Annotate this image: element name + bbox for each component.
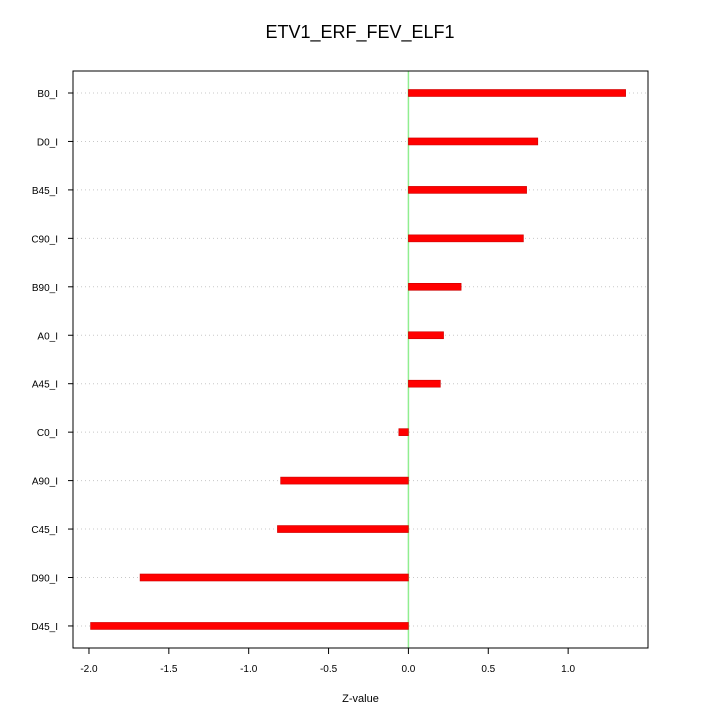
y-tick-label: C0_I [37, 428, 58, 439]
y-tick-label: B90_I [32, 283, 58, 294]
bar [90, 622, 409, 630]
bar [408, 234, 524, 243]
x-axis-ticks: -2.0 -1.5 -1.0 -0.5 0.0 0.5 1.0 [80, 648, 576, 675]
bar [408, 89, 626, 97]
x-tick-label: -1.5 [160, 664, 178, 675]
chart-title: ETV1_ERF_FEV_ELF1 [265, 22, 455, 42]
bar [408, 186, 527, 194]
y-tick-label: A45_I [32, 380, 58, 391]
y-tick-label: A0_I [37, 331, 58, 342]
x-axis-label: Z-value [342, 693, 379, 705]
x-tick-label: 0.0 [401, 664, 415, 675]
y-tick-label: D0_I [37, 137, 58, 148]
plot-frame [72, 70, 649, 649]
x-tick-label: -1.0 [240, 664, 258, 675]
y-tick-label: D45_I [31, 622, 58, 633]
y-tick-label: C45_I [31, 525, 58, 536]
bar [139, 573, 409, 582]
bar [408, 331, 444, 340]
x-tick-label: -2.0 [80, 664, 98, 675]
x-tick-label: 1.0 [561, 664, 575, 675]
x-tick-label: 0.5 [481, 664, 495, 675]
x-tick-label: -0.5 [320, 664, 338, 675]
bar [408, 379, 441, 388]
bar [277, 525, 409, 533]
y-tick-label: B45_I [32, 186, 58, 197]
y-tick-label: D90_I [31, 574, 58, 585]
y-axis-ticks: B0_I D0_I B45_I C90_I B90_I A0_I A45_I C0_I A90_… [31, 89, 73, 633]
y-tick-label: B0_I [37, 89, 58, 100]
y-tick-label: C90_I [31, 234, 58, 245]
bar [280, 476, 409, 485]
bar [398, 428, 409, 436]
grid-lines [73, 92, 648, 627]
y-tick-label: A90_I [32, 477, 58, 488]
bars [90, 89, 626, 630]
bar [408, 137, 539, 146]
bar [408, 282, 462, 291]
